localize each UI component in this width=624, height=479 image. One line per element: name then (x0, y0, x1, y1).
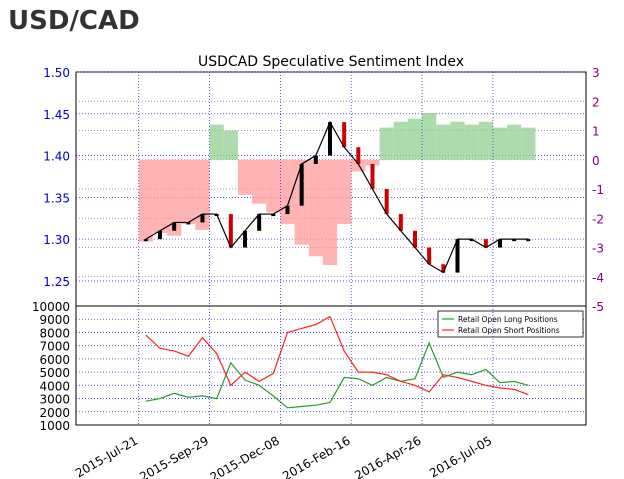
ssi-short-bar (167, 159, 182, 236)
x-tick-label: 2016-Jul-05 (427, 433, 494, 479)
left-tick-label: 1.25 (43, 275, 70, 289)
x-tick-label: 2015-Dec-08 (208, 433, 282, 479)
positions-tick-label: 10000 (32, 300, 70, 314)
price-candle (299, 163, 304, 206)
right-tick-label: -2 (592, 212, 604, 226)
chart-title: USDCAD Speculative Sentiment Index (198, 54, 464, 70)
price-candle (398, 214, 403, 231)
price-candle (512, 239, 517, 242)
positions-panel: 1000200030004000500060007000800090001000… (32, 300, 587, 433)
bottom-frame (75, 305, 587, 426)
ssi-long-bar (521, 127, 536, 160)
positions-tick-label: 8000 (39, 326, 70, 340)
ssi-short-bar (308, 159, 323, 257)
ssi-long-bar (209, 124, 224, 160)
positions-tick-label: 9000 (39, 313, 70, 327)
x-tick-label: 2016-Apr-26 (352, 433, 423, 479)
right-tick-label: -1 (592, 183, 604, 197)
price-candle (455, 239, 460, 273)
ssi-short-bar (181, 159, 196, 225)
ssi-long-bar (478, 121, 493, 160)
x-tick-label: 2015-Sep-29 (137, 433, 211, 479)
price-candle (200, 214, 205, 223)
price-candle (157, 230, 162, 240)
positions-tick-label: 1000 (39, 419, 70, 433)
left-tick-label: 1.45 (43, 108, 70, 122)
price-candle (427, 247, 432, 265)
right-tick-label: 0 (592, 154, 600, 168)
right-tick-label: 2 (592, 95, 600, 109)
ssi-long-bar (407, 118, 423, 160)
price-sentiment-panel: -5 -4 -3 -2 -1 0 1 2 3 1.25 1.30 1.35 1.40 1.45 1.50 (43, 66, 604, 314)
price-candle (370, 163, 375, 189)
ssi-long-bar (450, 121, 465, 160)
legend-label: Retail Open Short Positions (458, 326, 560, 335)
price-candle (469, 239, 474, 242)
ssi-long-bar (393, 121, 408, 160)
ssi-short-bar (237, 159, 253, 195)
right-tick-label: -5 (592, 300, 604, 314)
ssi-short-bar (337, 159, 352, 225)
left-tick-label: 1.35 (43, 191, 70, 205)
right-tick-label: -4 (592, 271, 604, 285)
ssi-short-bar (138, 159, 153, 242)
positions-tick-label: 7000 (39, 340, 70, 354)
ssi-short-bar (322, 159, 338, 266)
legend-box (437, 310, 584, 338)
price-candle (441, 264, 446, 273)
ssi-short-bar (266, 159, 281, 213)
ssi-long-bar (223, 130, 238, 160)
price-candle (313, 155, 318, 164)
ssi-long-bar (507, 124, 522, 160)
right-tick-label: 3 (592, 66, 600, 80)
left-tick-label: 1.30 (43, 233, 70, 247)
legend-label: Retail Open Long Positions (458, 315, 558, 324)
price-candle (483, 239, 488, 248)
right-tick-label: 1 (592, 125, 600, 139)
positions-tick-label: 6000 (39, 353, 70, 367)
positions-tick-label: 3000 (39, 393, 70, 407)
positions-tick-label: 5000 (39, 366, 70, 380)
price-candle (526, 239, 531, 242)
ssi-long-bar (436, 124, 451, 160)
price-candle (172, 222, 177, 231)
price-candle (412, 230, 417, 248)
right-tick-label: -3 (592, 242, 604, 256)
left-tick-label: 1.40 (43, 150, 70, 164)
ssi-short-bar (195, 159, 210, 230)
x-tick-label: 2016-Feb-16 (280, 433, 353, 479)
price-candle (384, 189, 389, 215)
ssi-short-bar (351, 159, 366, 172)
ssi-long-bar (422, 112, 437, 160)
page-heading: USD/CAD (8, 6, 140, 36)
ssi-long-bar (379, 127, 394, 160)
price-candle (186, 222, 191, 225)
ssi-short-bar (252, 159, 267, 204)
ssi-long-bar (492, 127, 508, 160)
price-candle (497, 239, 502, 248)
price-candle (271, 214, 276, 217)
price-candle (228, 214, 233, 248)
price-candle (327, 122, 332, 156)
price-candle (143, 239, 148, 242)
price-candle (342, 122, 347, 148)
price-candle (257, 214, 262, 231)
ssi-short-bar (365, 159, 380, 166)
price-candle (356, 147, 361, 164)
price-candle (242, 230, 247, 248)
positions-tick-label: 4000 (39, 379, 70, 393)
ssi-long-bar (464, 124, 479, 160)
x-tick-label: 2015-Jul-21 (73, 433, 140, 479)
positions-tick-label: 2000 (39, 406, 70, 420)
long-positions-line (145, 341, 529, 409)
price-line (145, 120, 529, 274)
left-tick-label: 1.50 (43, 66, 70, 80)
price-candle (285, 205, 290, 215)
ssi-short-bar (152, 159, 168, 233)
